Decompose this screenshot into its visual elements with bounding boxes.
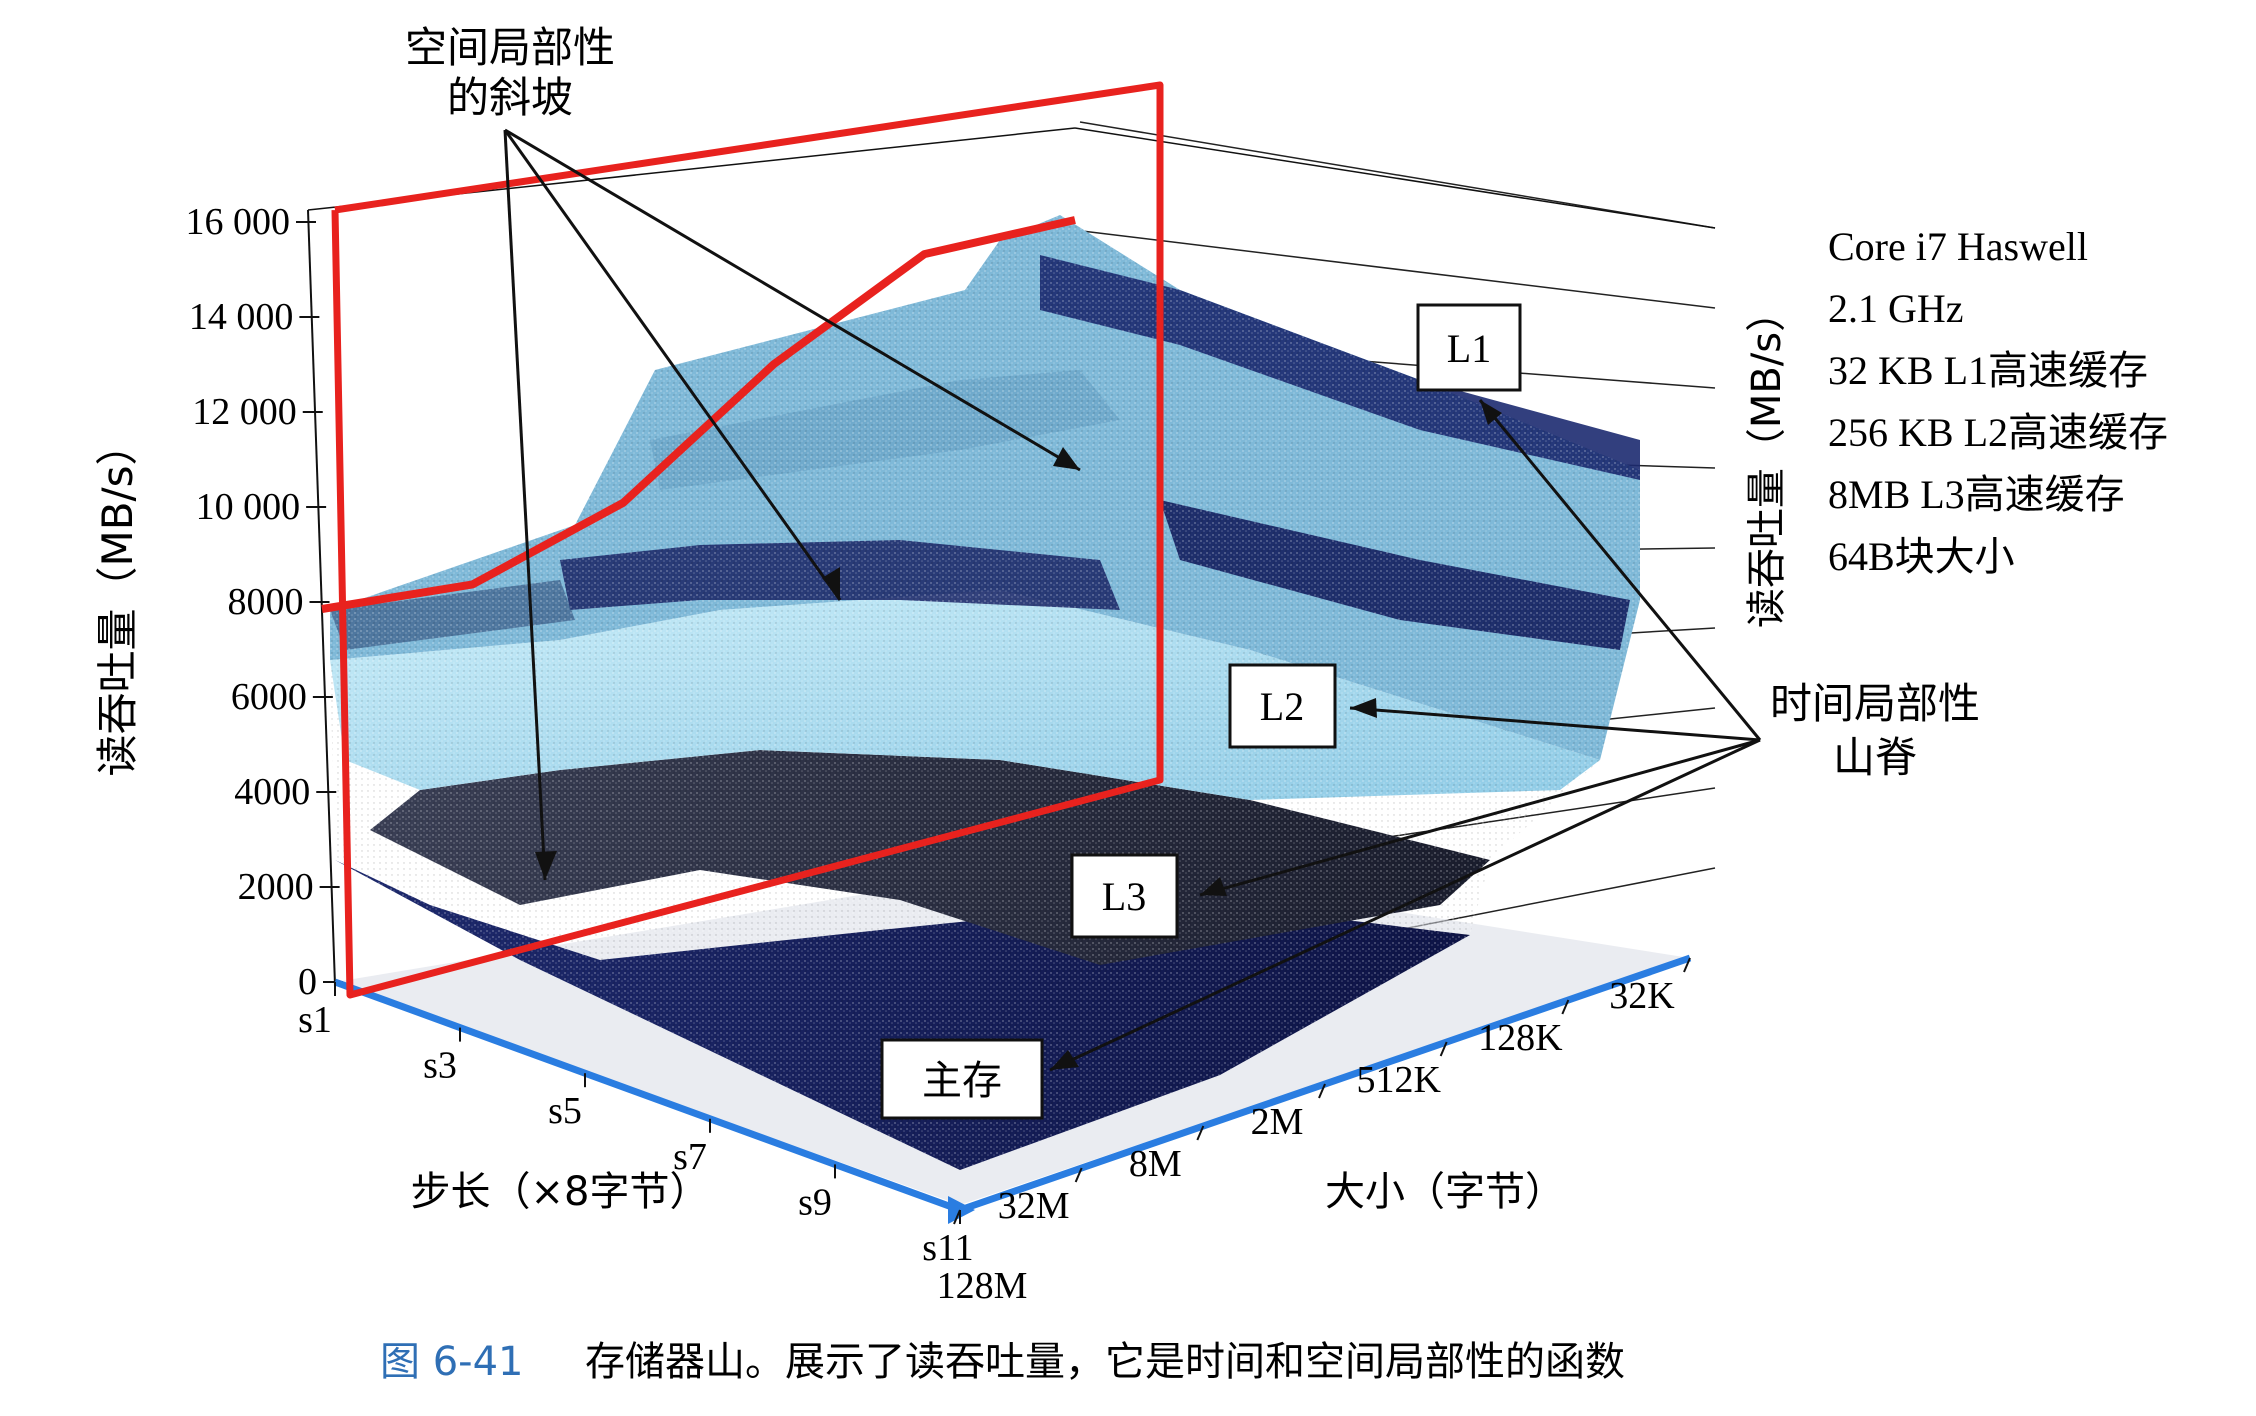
size-tick-label: 2M [1251, 1101, 1304, 1143]
size-tick-label: 32K [1609, 975, 1675, 1017]
size-tick-label: 128K [1478, 1017, 1563, 1059]
annotation-arrows [503, 128, 1762, 1072]
size-axis-title: 大小（字节） [1325, 1169, 1565, 1215]
stride-axis [333, 978, 962, 1214]
spatial-annotation-line2: 的斜坡 [447, 73, 573, 122]
spec-line: 2.1 GHz [1828, 286, 1964, 331]
size-tick-label: 128M [937, 1265, 1028, 1307]
back-wall-edge [1074, 127, 1716, 229]
stride-tick-label: s11 [922, 1227, 973, 1269]
ridge-label-l2-text: L2 [1260, 684, 1304, 729]
spatial-slope-curve [321, 216, 1076, 613]
spec-line: 256 KB L2高速缓存 [1828, 410, 2168, 455]
annotation-arrowheads [535, 400, 1502, 1070]
z-tick-label: 8000 [228, 581, 304, 623]
z-tick-label: 4000 [234, 771, 310, 813]
z-axis-title-right: 读吞吐量（MB/s） [1744, 292, 1790, 628]
size-tick-label: 8M [1129, 1143, 1182, 1185]
size-tick-mark [953, 1209, 961, 1225]
caption-number: 图 6-41 [380, 1339, 524, 1385]
size-tick-mark [1683, 957, 1691, 973]
stride-tick-label: s1 [298, 999, 332, 1041]
size-tick-label: 32M [998, 1185, 1070, 1227]
ridge-label-main-memory: 主存 [880, 1038, 1044, 1120]
spec-line: 32 KB L1高速缓存 [1828, 348, 2148, 393]
spec-line: 64B块大小 [1828, 534, 2015, 579]
size-tick-mark [1318, 1083, 1326, 1099]
z-tick-label: 2000 [238, 866, 314, 908]
ridge-label-l2: L2 [1228, 663, 1337, 749]
spatial-slope-frame [331, 81, 1164, 999]
ridge-label-l3: L3 [1070, 853, 1179, 939]
temporal-annotation-line1: 时间局部性 [1770, 679, 1980, 728]
stride-ticks: s1 s3 s5 s7 s9 s11 [298, 982, 974, 1269]
z-grid-line [1079, 121, 1716, 229]
axis-arrowhead [948, 1196, 975, 1224]
size-tick-mark [1074, 1167, 1083, 1183]
ridge-label-l1-text: L1 [1447, 326, 1491, 371]
stride-tick-label: s7 [673, 1136, 707, 1178]
z-tick-label: 12 000 [192, 391, 297, 433]
temporal-annotation-line2: 山脊 [1833, 733, 1917, 782]
z-axis-left [307, 209, 336, 986]
stride-tick-label: s9 [798, 1181, 832, 1223]
z-ticks: 0 2000 4000 6000 8000 10 000 12 000 14 000 16 00… [186, 201, 343, 1003]
stride-tick-label: s3 [423, 1045, 457, 1087]
z-tick-label: 16 000 [186, 201, 291, 243]
processor-specs: Core i7 Haswell 2.1 GHz 32 KB L1高速缓存 256 KB… [1828, 224, 2168, 579]
surface-texture [330, 215, 1640, 1170]
ridge-label-main-memory-text: 主存 [922, 1058, 1002, 1104]
stride-axis-title: 步长（×8字节） [411, 1169, 710, 1215]
spec-line: Core i7 Haswell [1828, 224, 2088, 269]
spec-line: 8MB L3高速缓存 [1828, 472, 2125, 517]
z-tick-label: 14 000 [189, 296, 294, 338]
z-tick-label: 6000 [231, 676, 307, 718]
size-tick-mark [1439, 1041, 1448, 1057]
spatial-annotation-line1: 空间局部性 [405, 23, 615, 72]
size-tick-label: 512K [1356, 1059, 1441, 1101]
stride-tick-label: s5 [548, 1090, 582, 1132]
size-tick-mark [1196, 1125, 1205, 1141]
caption-text: 存储器山。展示了读吞吐量，它是时间和空间局部性的函数 [585, 1339, 1625, 1385]
size-tick-mark [1561, 999, 1570, 1015]
z-grid-line [1079, 230, 1716, 309]
mountain-surface [330, 215, 1640, 1170]
z-tick-label: 0 [298, 961, 317, 1003]
size-ticks: 32K 128K 512K 2M 8M 32M 128M [937, 957, 1691, 1307]
z-axis-title: 读吞吐量（MB/s） [93, 423, 142, 776]
ridge-label-l3-text: L3 [1102, 874, 1146, 919]
ridge-label-l1: L1 [1416, 303, 1522, 392]
z-tick-label: 10 000 [196, 486, 301, 528]
